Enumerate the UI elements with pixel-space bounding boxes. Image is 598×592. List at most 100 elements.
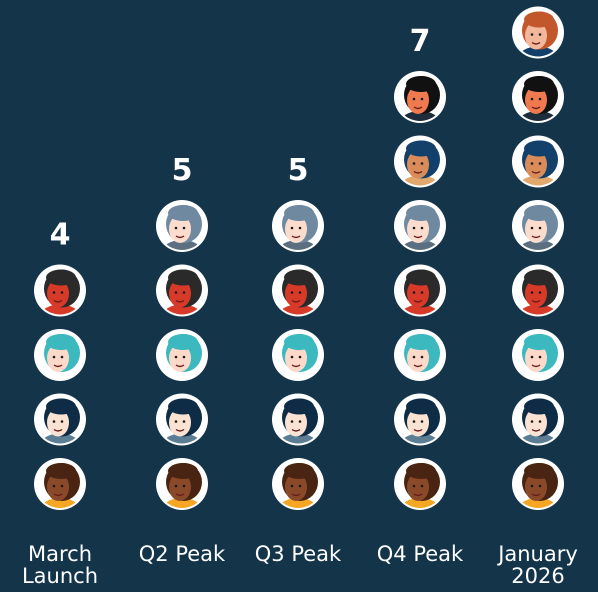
pictogram: 4 5 5 7 [0, 0, 598, 592]
eye [299, 356, 302, 359]
person-icon [34, 329, 86, 393]
person-icon [34, 265, 86, 329]
person-icon [34, 458, 86, 522]
person-icon [156, 265, 208, 329]
eye [413, 420, 416, 423]
eye [183, 356, 186, 359]
eye [299, 291, 302, 294]
page: 4557 March LaunchQ2 PeakQ3 PeakQ4 PeakJa… [0, 0, 598, 592]
hair-top [284, 270, 314, 286]
hair-top [524, 399, 554, 415]
eye [413, 162, 416, 165]
eye [413, 356, 416, 359]
person-icon [34, 394, 86, 458]
person-icon [394, 458, 446, 522]
person-icon [512, 265, 564, 329]
person-icon [512, 7, 564, 71]
eye [299, 420, 302, 423]
eye [413, 227, 416, 230]
hair-top [284, 463, 314, 479]
hair-top [284, 334, 314, 350]
person-icon [512, 200, 564, 264]
eye [183, 291, 186, 294]
eye [413, 291, 416, 294]
person-icon [156, 200, 208, 264]
person-icon [156, 458, 208, 522]
eye [531, 33, 534, 36]
hair-top [168, 334, 198, 350]
hair-top [168, 399, 198, 415]
person-icon [394, 265, 446, 329]
eye [531, 162, 534, 165]
person-icon [272, 394, 324, 458]
eye [175, 227, 178, 230]
eye [421, 98, 424, 101]
hair-top [168, 205, 198, 221]
person-icon [394, 394, 446, 458]
eye [539, 162, 542, 165]
person-icon [156, 329, 208, 393]
hair-top [406, 270, 436, 286]
eye [421, 420, 424, 423]
value-label: 4 [50, 218, 71, 253]
eye [61, 485, 64, 488]
hair-top [406, 76, 436, 92]
eye [61, 291, 64, 294]
eye [413, 98, 416, 101]
person-icon [394, 136, 446, 200]
eye [183, 485, 186, 488]
hair-top [524, 270, 554, 286]
hair-top [406, 399, 436, 415]
hair-top [168, 270, 198, 286]
hair-top [284, 205, 314, 221]
eye [175, 356, 178, 359]
eye [531, 227, 534, 230]
eye [421, 227, 424, 230]
eye [539, 227, 542, 230]
eye [531, 291, 534, 294]
person-icon [394, 200, 446, 264]
eye [291, 356, 294, 359]
hair-top [406, 334, 436, 350]
value-label: 5 [288, 153, 309, 188]
hair-top [524, 141, 554, 157]
eye [53, 291, 56, 294]
person-icon [512, 458, 564, 522]
category-label: March Launch [5, 543, 115, 587]
hair-top [46, 463, 76, 479]
hair-top [284, 399, 314, 415]
eye [539, 98, 542, 101]
eye [421, 291, 424, 294]
person-icon [512, 71, 564, 135]
eye [291, 227, 294, 230]
eye [531, 420, 534, 423]
person-icon [512, 329, 564, 393]
person-icon [272, 200, 324, 264]
person-icon [272, 458, 324, 522]
hair-top [524, 463, 554, 479]
eye [539, 33, 542, 36]
category-label: Q3 Peak [243, 543, 353, 565]
eye [539, 485, 542, 488]
hair-top [406, 463, 436, 479]
eye [539, 291, 542, 294]
person-icon [272, 329, 324, 393]
hair-top [524, 334, 554, 350]
person-icon [156, 394, 208, 458]
eye [413, 485, 416, 488]
hair-top [168, 463, 198, 479]
eye [291, 420, 294, 423]
person-icon [394, 71, 446, 135]
eye [183, 420, 186, 423]
eye [531, 356, 534, 359]
category-label: Q4 Peak [365, 543, 475, 565]
person-icon [512, 136, 564, 200]
category-label: Q2 Peak [127, 543, 237, 565]
eye [53, 356, 56, 359]
eye [421, 162, 424, 165]
eye [175, 420, 178, 423]
hair-top [46, 334, 76, 350]
eye [183, 227, 186, 230]
value-label: 5 [172, 153, 193, 188]
value-label: 7 [410, 24, 431, 59]
